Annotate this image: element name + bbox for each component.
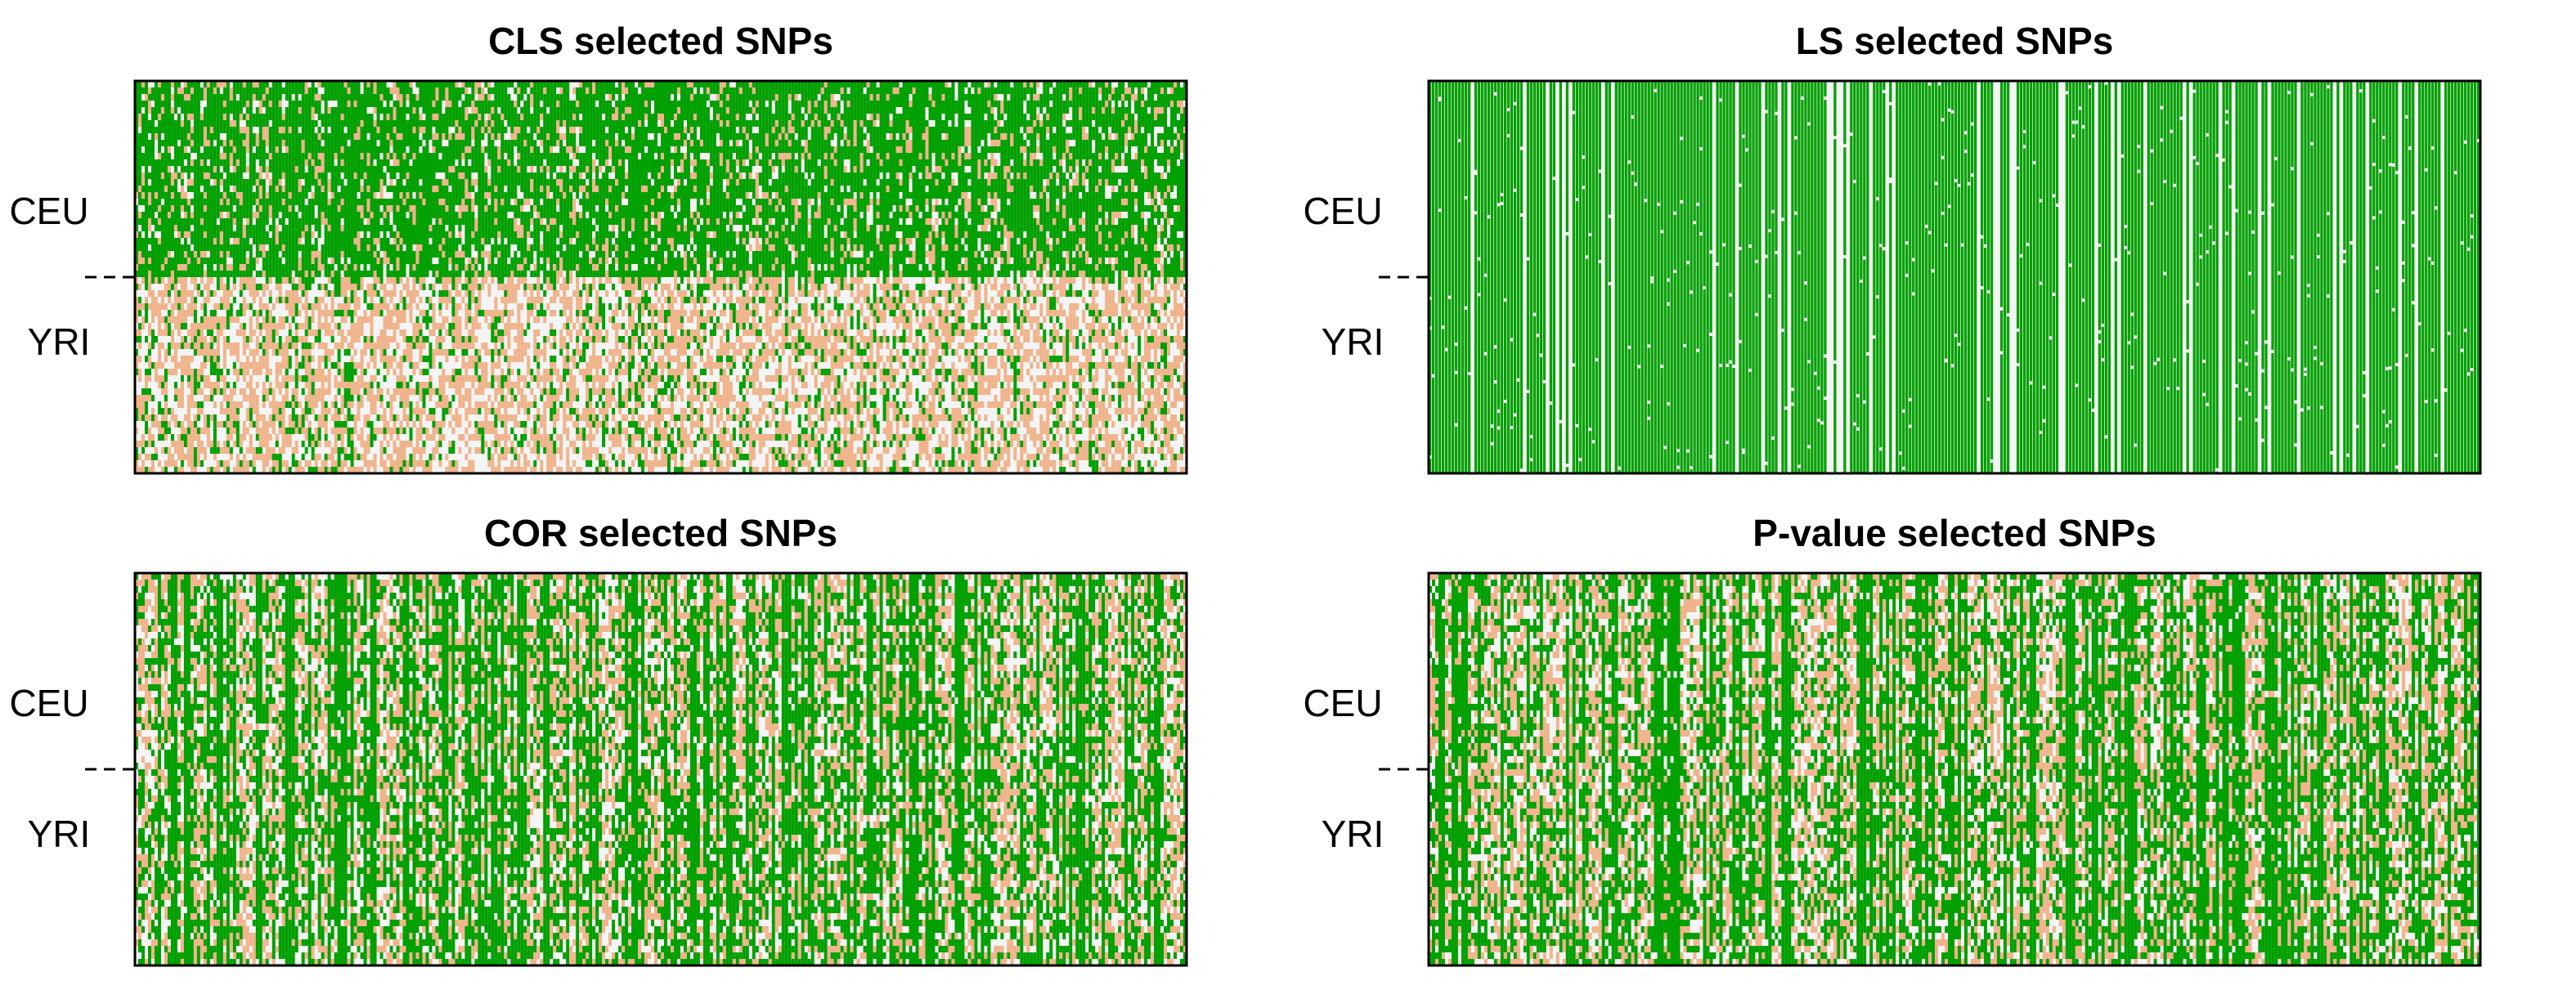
panel-cor: COR selected SNPs CEU YRI [9,512,1187,965]
panel-title: LS selected SNPs [1796,20,2114,62]
group-label-yri: YRI [1322,813,1384,855]
heatmap-cells [1429,81,2480,476]
group-label-yri: YRI [28,813,91,855]
group-label-ceu: CEU [1303,682,1382,724]
group-label-yri: YRI [28,320,91,363]
heatmap-cells [135,573,1187,965]
heatmap-cells [1429,573,2480,965]
panel-pvalue: P-value selected SNPs CEU YRI [1303,512,2480,965]
group-label-ceu: CEU [1303,190,1382,232]
panel-cls: CLS selected SNPs CEU YRI [9,20,1187,473]
panel-title: P-value selected SNPs [1752,512,2156,554]
heatmap-cells [135,81,1187,473]
group-label-ceu: CEU [9,682,88,724]
panel-title: COR selected SNPs [484,512,837,554]
panel-title: CLS selected SNPs [488,20,833,62]
panel-ls: LS selected SNPs CEU YRI [1303,20,2480,476]
group-label-yri: YRI [1322,320,1384,363]
group-label-ceu: CEU [9,190,88,232]
